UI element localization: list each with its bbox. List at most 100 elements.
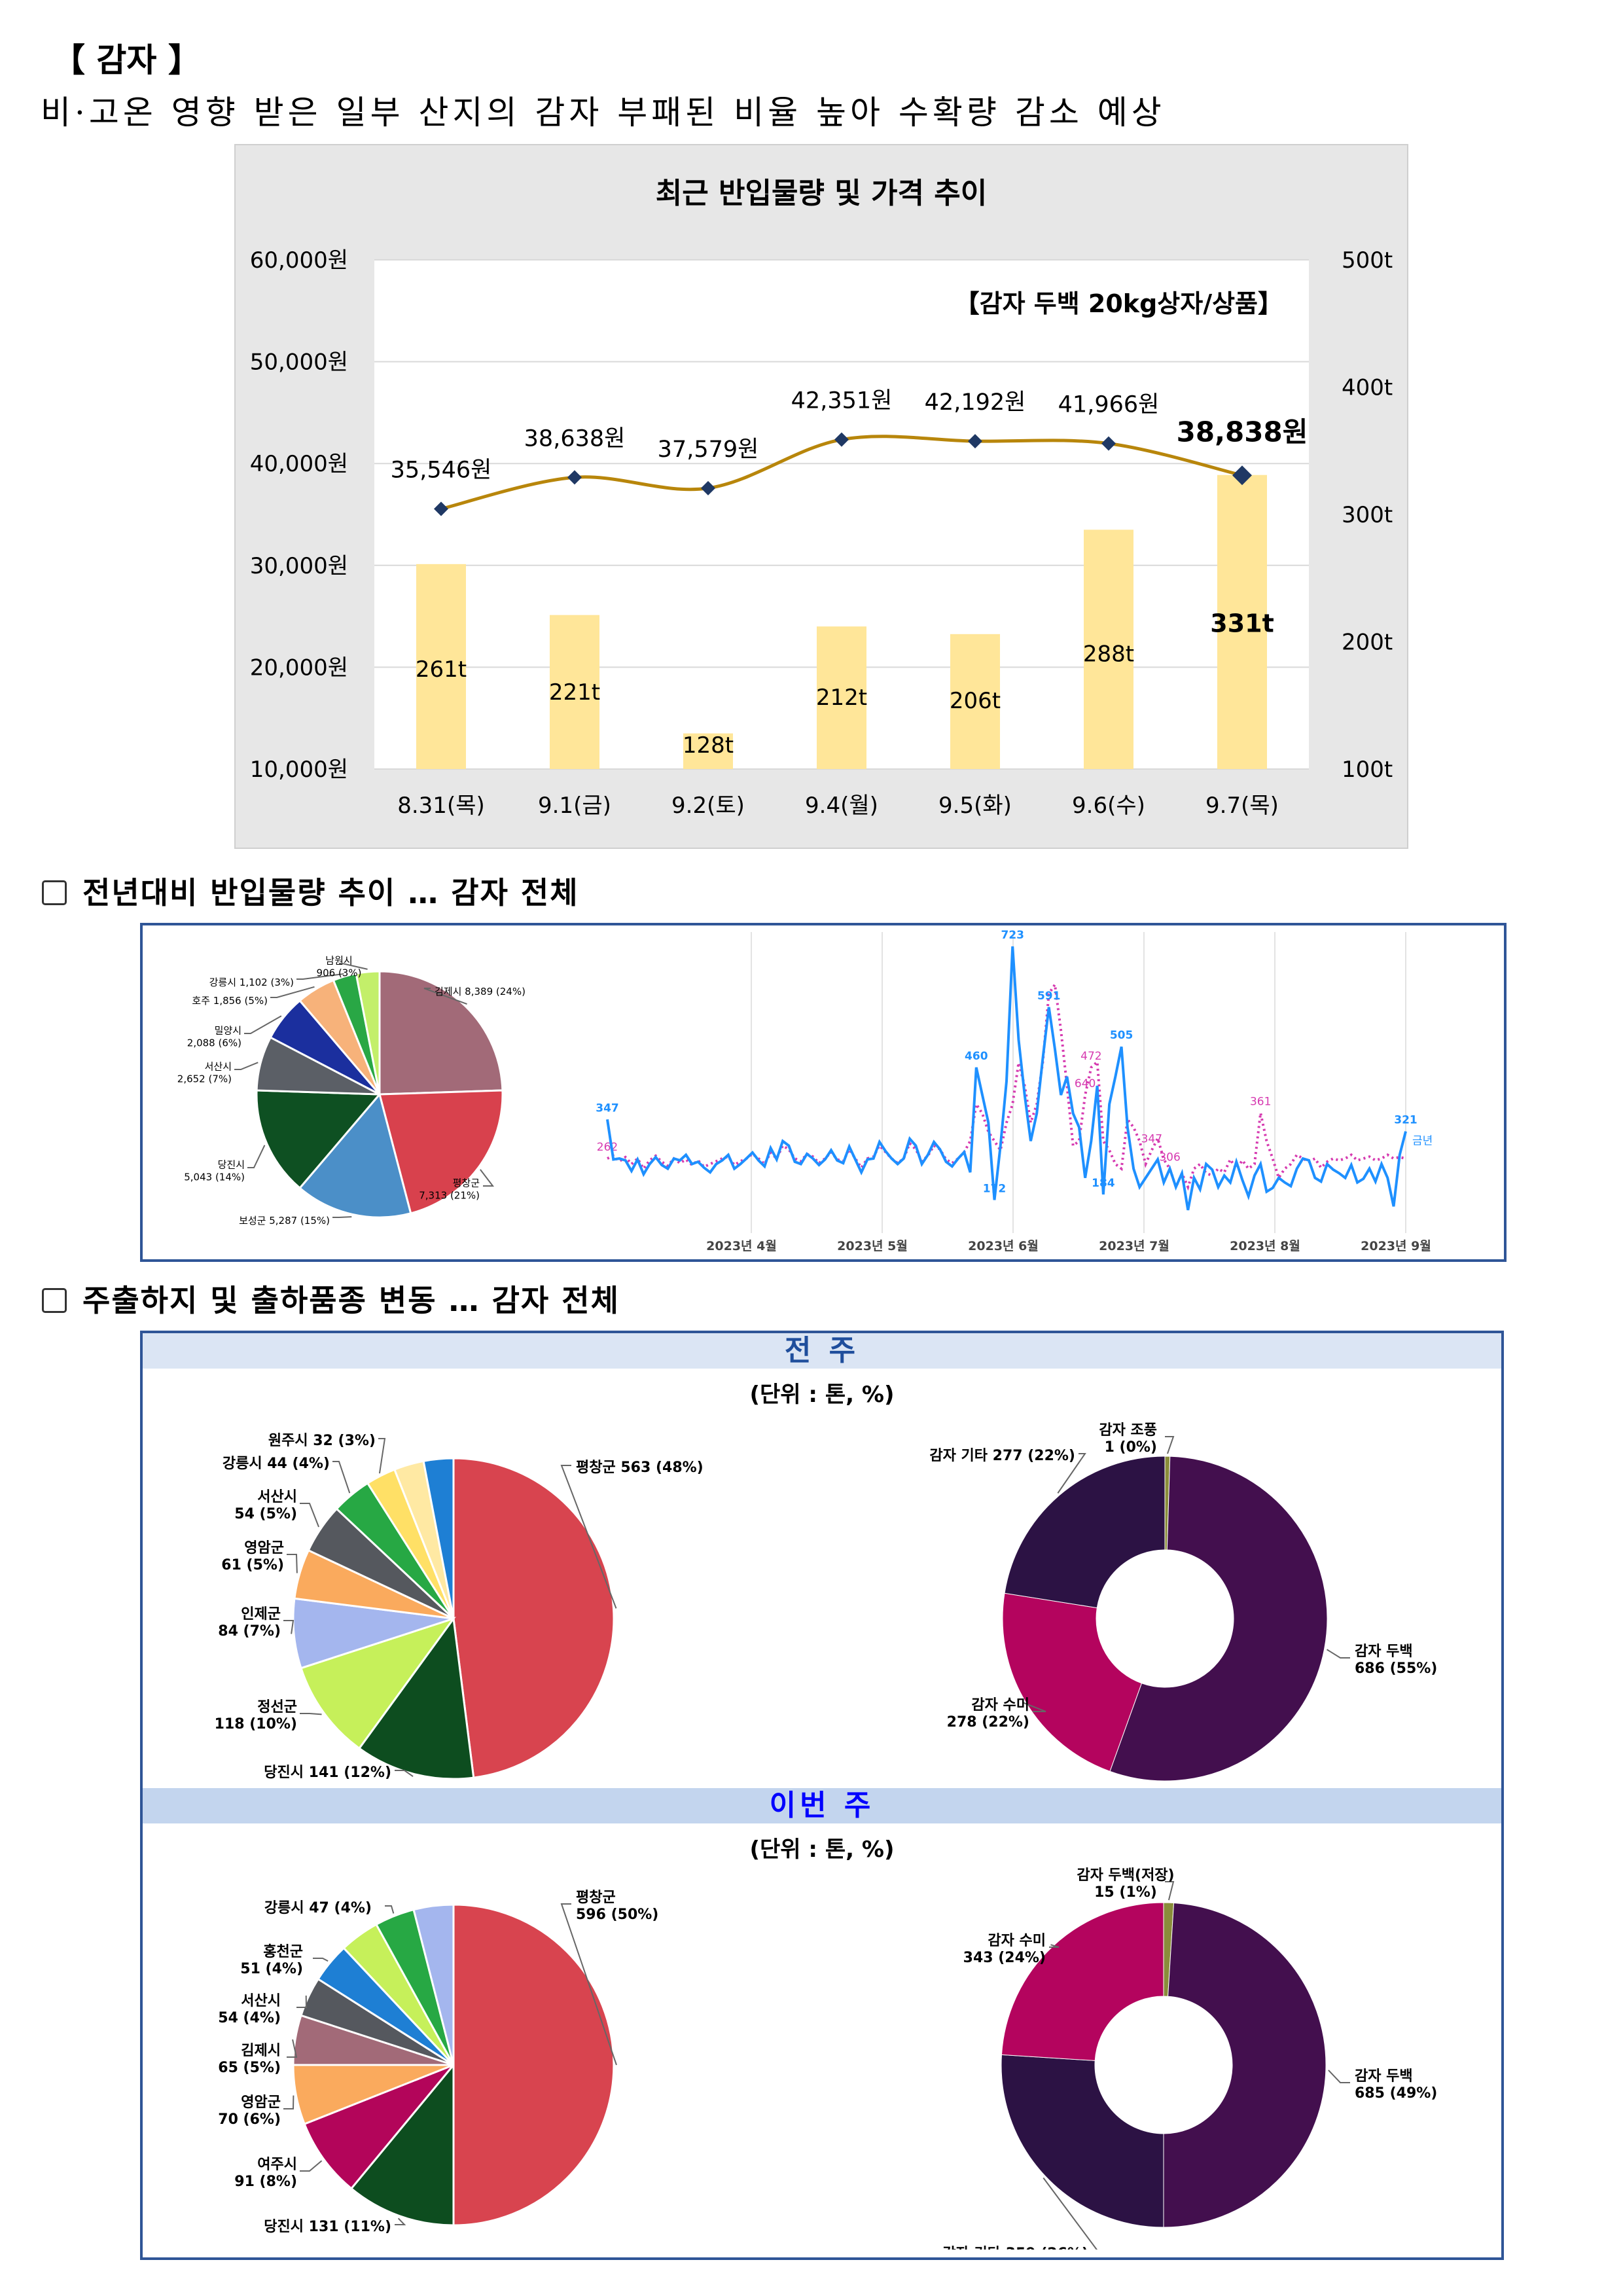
pie-label: 5,043 (14%) [184, 1172, 245, 1183]
price-marker [968, 434, 982, 449]
volume-label: 206t [950, 688, 1001, 714]
chart-title: 최근 반입물량 및 가격 추이 [656, 177, 988, 210]
pie-leader-line [1165, 1436, 1175, 1454]
x-tick-label: 9.7(목) [1205, 793, 1279, 819]
pie-label: 보성군 5,287 (15%) [239, 1215, 330, 1227]
pie-leader-line [1328, 2070, 1350, 2083]
y-left-tick: 20,000원 [250, 655, 348, 681]
data-label: 306 [1159, 1151, 1180, 1164]
pie-label: 서산시 [257, 1489, 297, 1505]
y-right-tick: 400t [1342, 375, 1393, 401]
x-tick-label: 2023년 8월 [1230, 1239, 1300, 1253]
volume-bar [1217, 475, 1267, 769]
data-label: 321 [1394, 1114, 1418, 1127]
price-marker [701, 480, 715, 495]
pie-label: 강릉시 1,102 (3%) [209, 977, 294, 988]
pie-slice [1109, 1456, 1328, 1782]
pie-leader-line [300, 2160, 323, 2172]
trend-section-title: 전년대비 반입물량 추이 … 감자 전체 [82, 875, 579, 910]
x-tick-label: 2023년 5월 [837, 1239, 908, 1253]
volume-label: 212t [816, 685, 867, 711]
pie-label: 감자 수미 [971, 1697, 1029, 1713]
data-label: 347 [1141, 1132, 1162, 1145]
pie-leader-line [1043, 2177, 1098, 2250]
volume-bar [416, 564, 466, 769]
pie-label: 남원시 [325, 955, 352, 967]
pie-slice [1004, 1456, 1166, 1609]
pie-label: 강릉시 47 (4%) [264, 1900, 372, 1916]
shipping-section-heading: 주출하지 및 출하품종 변동 … 감자 전체 [42, 1277, 620, 1320]
pie-label: 596 (50%) [576, 1907, 658, 1923]
pie-slice [255, 1089, 382, 1190]
pie-leader-line [234, 1062, 259, 1070]
data-label: 591 [1037, 990, 1061, 1003]
price-label: 42,192원 [925, 389, 1026, 416]
price-label: 42,351원 [791, 388, 893, 414]
pie-label: 118 (10%) [215, 1716, 297, 1732]
price-marker [434, 501, 448, 516]
pie-label: 70 (6%) [218, 2111, 281, 2128]
pie-label: 1 (0%) [1105, 1439, 1157, 1456]
pie-label: 감자 조풍 [1099, 1422, 1157, 1439]
pie-label: 61 (5%) [221, 1557, 284, 1573]
pie-label: 84 (7%) [218, 1623, 281, 1640]
pie-label: 영암군 [241, 2094, 281, 2111]
pie-leader-line [300, 1503, 319, 1528]
x-tick-label: 9.2(토) [671, 793, 745, 819]
pie-slice [378, 1089, 504, 1215]
price-label: 38,638원 [524, 425, 626, 452]
this-week-unit: (단위 : 톤, %) [749, 1837, 895, 1863]
prev-week-band: 전 주 [143, 1333, 1501, 1369]
pie-label: 감자 수미 [988, 1933, 1046, 1949]
x-tick-label: 2023년 7월 [1099, 1239, 1169, 1253]
data-label: 723 [1001, 929, 1024, 942]
pie-label: 54 (4%) [218, 2010, 281, 2026]
price-marker [1232, 465, 1252, 486]
pie-label: 강릉시 44 (4%) [223, 1456, 330, 1472]
pie-label: 원주시 32 (3%) [268, 1433, 376, 1449]
pie-slice [1163, 1902, 1327, 2228]
pie-label: 홍천군 [263, 1944, 303, 1960]
pie-label: 호주 1,856 (5%) [192, 995, 268, 1007]
pie-leader-line [287, 1554, 298, 1573]
price-volume-chart: 최근 반입물량 및 가격 추이 10,000원 20,000원 30,000원 40,0… [250, 177, 1393, 819]
pie-label: 당진시 141 (12%) [264, 1765, 391, 1781]
data-label: 505 [1110, 1029, 1133, 1042]
pie-leader-line [247, 1145, 266, 1168]
pie-slice [412, 1903, 455, 2066]
x-tick-label: 9.6(수) [1072, 793, 1145, 819]
pie-label: 인제군 [241, 1606, 281, 1623]
pie-slice [452, 1903, 615, 2227]
checkbox-icon [42, 880, 67, 905]
pie-label: 감자 두백 [1355, 2068, 1413, 2085]
y-left-tick: 30,000원 [250, 553, 348, 579]
series-name: 금년 [1412, 1135, 1433, 1148]
x-tick-label: 2023년 9월 [1361, 1239, 1431, 1253]
pie-label: 906 (3%) [317, 967, 362, 979]
pie-label: 감자 기타 277 (22%) [929, 1448, 1075, 1464]
pie-label: 7,313 (21%) [419, 1190, 480, 1202]
pie-leader-line [1165, 1881, 1175, 1901]
pie-label: 343 (24%) [963, 1950, 1046, 1966]
y-left-tick: 60,000원 [250, 247, 348, 274]
pie-leader-line [287, 2039, 298, 2058]
data-label: 460 [965, 1050, 988, 1063]
volume-bar [550, 615, 599, 769]
pie-leader-line [1022, 1702, 1046, 1712]
pie-label: 정선군 [257, 1699, 297, 1715]
pie-slice [355, 970, 381, 1095]
pie-label: 54 (5%) [234, 1506, 297, 1522]
price-volume-chart-frame: 최근 반입물량 및 가격 추이 10,000원 20,000원 30,000원 40,0… [234, 144, 1408, 849]
pie-leader-line [395, 2217, 406, 2225]
y-right-tick: 300t [1342, 502, 1393, 528]
pie-label: 여주시 [257, 2157, 297, 2173]
last-year-line [607, 980, 1406, 1191]
pie-slice [378, 970, 504, 1096]
pie-slice [452, 1457, 615, 1779]
volume-label: 288t [1083, 641, 1134, 667]
this-year-line [606, 946, 1407, 1211]
